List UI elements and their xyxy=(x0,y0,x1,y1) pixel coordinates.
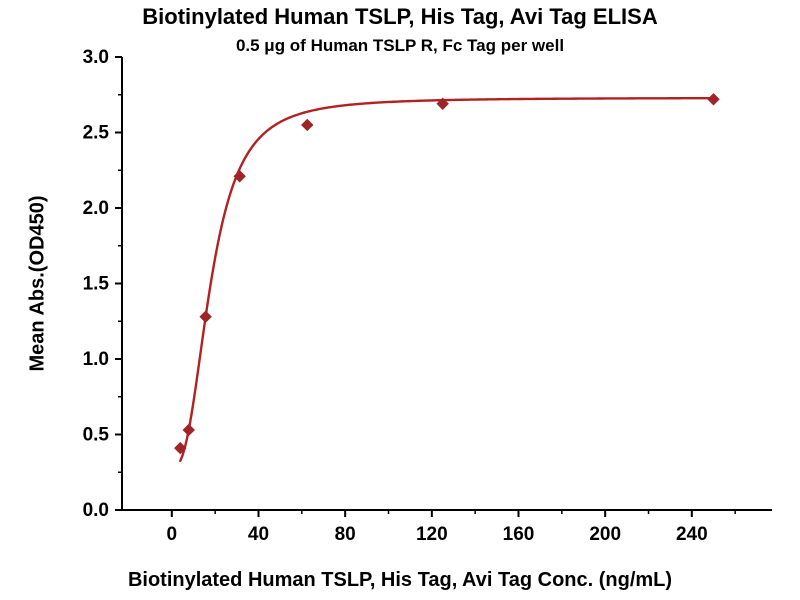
x-tick-label: 40 xyxy=(248,524,269,545)
y-tick-label: 2.0 xyxy=(83,198,109,219)
data-point-marker xyxy=(436,97,449,111)
fit-curve xyxy=(179,96,715,463)
x-tick-label: 200 xyxy=(589,524,621,545)
x-tick-label: 160 xyxy=(503,524,535,545)
x-tick-label: 0 xyxy=(167,524,178,545)
y-tick-label: 2.5 xyxy=(83,123,110,144)
chart-title: Biotinylated Human TSLP, His Tag, Avi Ta… xyxy=(142,4,658,29)
x-tick-label: 240 xyxy=(676,524,708,545)
chart-subtitle: 0.5 μg of Human TSLP R, Fc Tag per well xyxy=(235,36,565,55)
y-tick-label: 1.5 xyxy=(83,274,110,295)
y-tick-label: 1.0 xyxy=(83,349,109,370)
x-axis-label: Biotinylated Human TSLP, His Tag, Avi Ta… xyxy=(127,569,673,591)
data-point-marker xyxy=(174,441,187,455)
x-tick-label: 80 xyxy=(335,524,356,545)
data-point-marker xyxy=(233,170,246,183)
y-tick-label: 0.5 xyxy=(83,425,110,446)
y-tick-label: 0.0 xyxy=(83,500,109,521)
data-point-marker xyxy=(707,93,720,106)
y-tick-label: 3.0 xyxy=(83,47,109,68)
x-tick-label: 120 xyxy=(416,524,448,545)
data-point-marker xyxy=(199,310,212,323)
data-point-marker xyxy=(301,118,314,132)
data-point-marker xyxy=(182,423,195,437)
